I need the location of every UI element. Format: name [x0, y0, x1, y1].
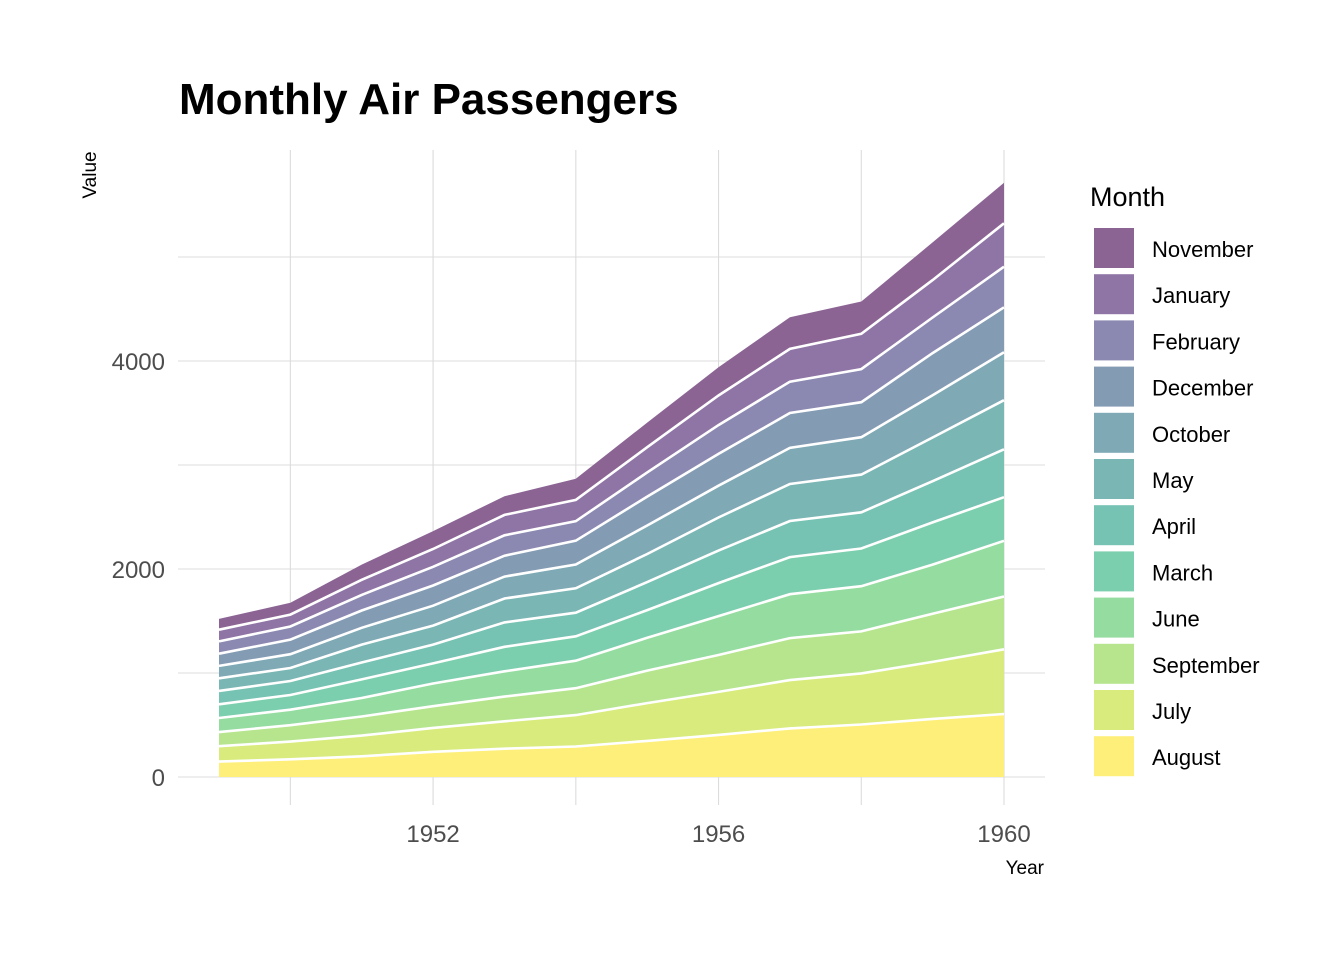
legend-swatch — [1094, 643, 1134, 684]
legend-label: March — [1152, 560, 1213, 585]
y-tick-label: 2000 — [112, 557, 165, 584]
boundary-line-april — [218, 448, 1005, 693]
legend-swatch — [1094, 274, 1134, 315]
legend-label: April — [1152, 514, 1196, 539]
legend-label: August — [1152, 745, 1221, 770]
legend-label: February — [1152, 329, 1240, 354]
legend-item-february: February — [1094, 320, 1240, 361]
legend-swatch — [1094, 551, 1134, 592]
x-tick-label: 1960 — [977, 821, 1030, 848]
legend-item-march: March — [1094, 551, 1213, 592]
legend-item-august: August — [1094, 736, 1221, 777]
y-axis-ticks: 0 2000 4000 — [112, 349, 165, 792]
legend-item-june: June — [1094, 597, 1200, 638]
boundary-line-december — [218, 306, 1005, 655]
legend-label: May — [1152, 468, 1194, 493]
legend-label: July — [1152, 699, 1191, 724]
area-july — [219, 649, 1004, 762]
legend-swatch — [1094, 597, 1134, 638]
legend-item-april: April — [1094, 505, 1196, 546]
legend-item-january: January — [1094, 274, 1230, 315]
area-boundaries — [218, 222, 1005, 763]
legend-item-december: December — [1094, 366, 1253, 407]
legend-label: September — [1152, 653, 1260, 678]
legend-swatch — [1094, 228, 1134, 268]
legend-swatch — [1094, 690, 1134, 730]
boundary-line-september — [218, 595, 1005, 734]
boundary-line-may — [218, 399, 1005, 680]
y-axis-title: Value — [80, 151, 101, 198]
y-tick-label: 4000 — [112, 349, 165, 376]
legend-item-october: October — [1094, 412, 1230, 453]
boundary-line-june — [218, 539, 1005, 720]
x-axis-ticks: 1952 1956 1960 — [406, 821, 1030, 848]
legend-label: January — [1152, 283, 1230, 308]
legend-label: June — [1152, 607, 1200, 632]
chart-title: Monthly Air Passengers — [179, 75, 679, 124]
legend-label: December — [1152, 376, 1253, 401]
legend-item-may: May — [1094, 459, 1194, 499]
area-march — [219, 497, 1004, 718]
boundary-line-january — [218, 222, 1005, 631]
legend-label: November — [1152, 237, 1253, 262]
x-axis-title: Year — [1006, 858, 1045, 879]
legend-item-november: November — [1094, 228, 1253, 268]
boundary-line-february — [218, 265, 1005, 643]
boundary-line-july — [218, 648, 1005, 748]
legend-item-september: September — [1094, 643, 1260, 684]
legend-swatch — [1094, 320, 1134, 361]
legend-item-july: July — [1094, 690, 1191, 730]
area-august — [219, 714, 1004, 777]
x-tick-label: 1952 — [406, 821, 459, 848]
legend-title: Month — [1090, 182, 1165, 212]
legend-label: October — [1152, 422, 1230, 447]
x-tick-label: 1956 — [692, 821, 745, 848]
boundary-line-march — [218, 495, 1005, 706]
area-june — [219, 540, 1004, 733]
legend-swatch — [1094, 459, 1134, 499]
legend-swatch — [1094, 366, 1134, 407]
y-tick-label: 0 — [152, 765, 165, 792]
legend: Month November January February December Oct… — [1090, 182, 1260, 777]
legend-swatch — [1094, 736, 1134, 777]
boundary-line-august — [218, 712, 1005, 763]
legend-swatch — [1094, 505, 1134, 546]
legend-swatch — [1094, 412, 1134, 453]
boundary-line-october — [218, 351, 1005, 668]
